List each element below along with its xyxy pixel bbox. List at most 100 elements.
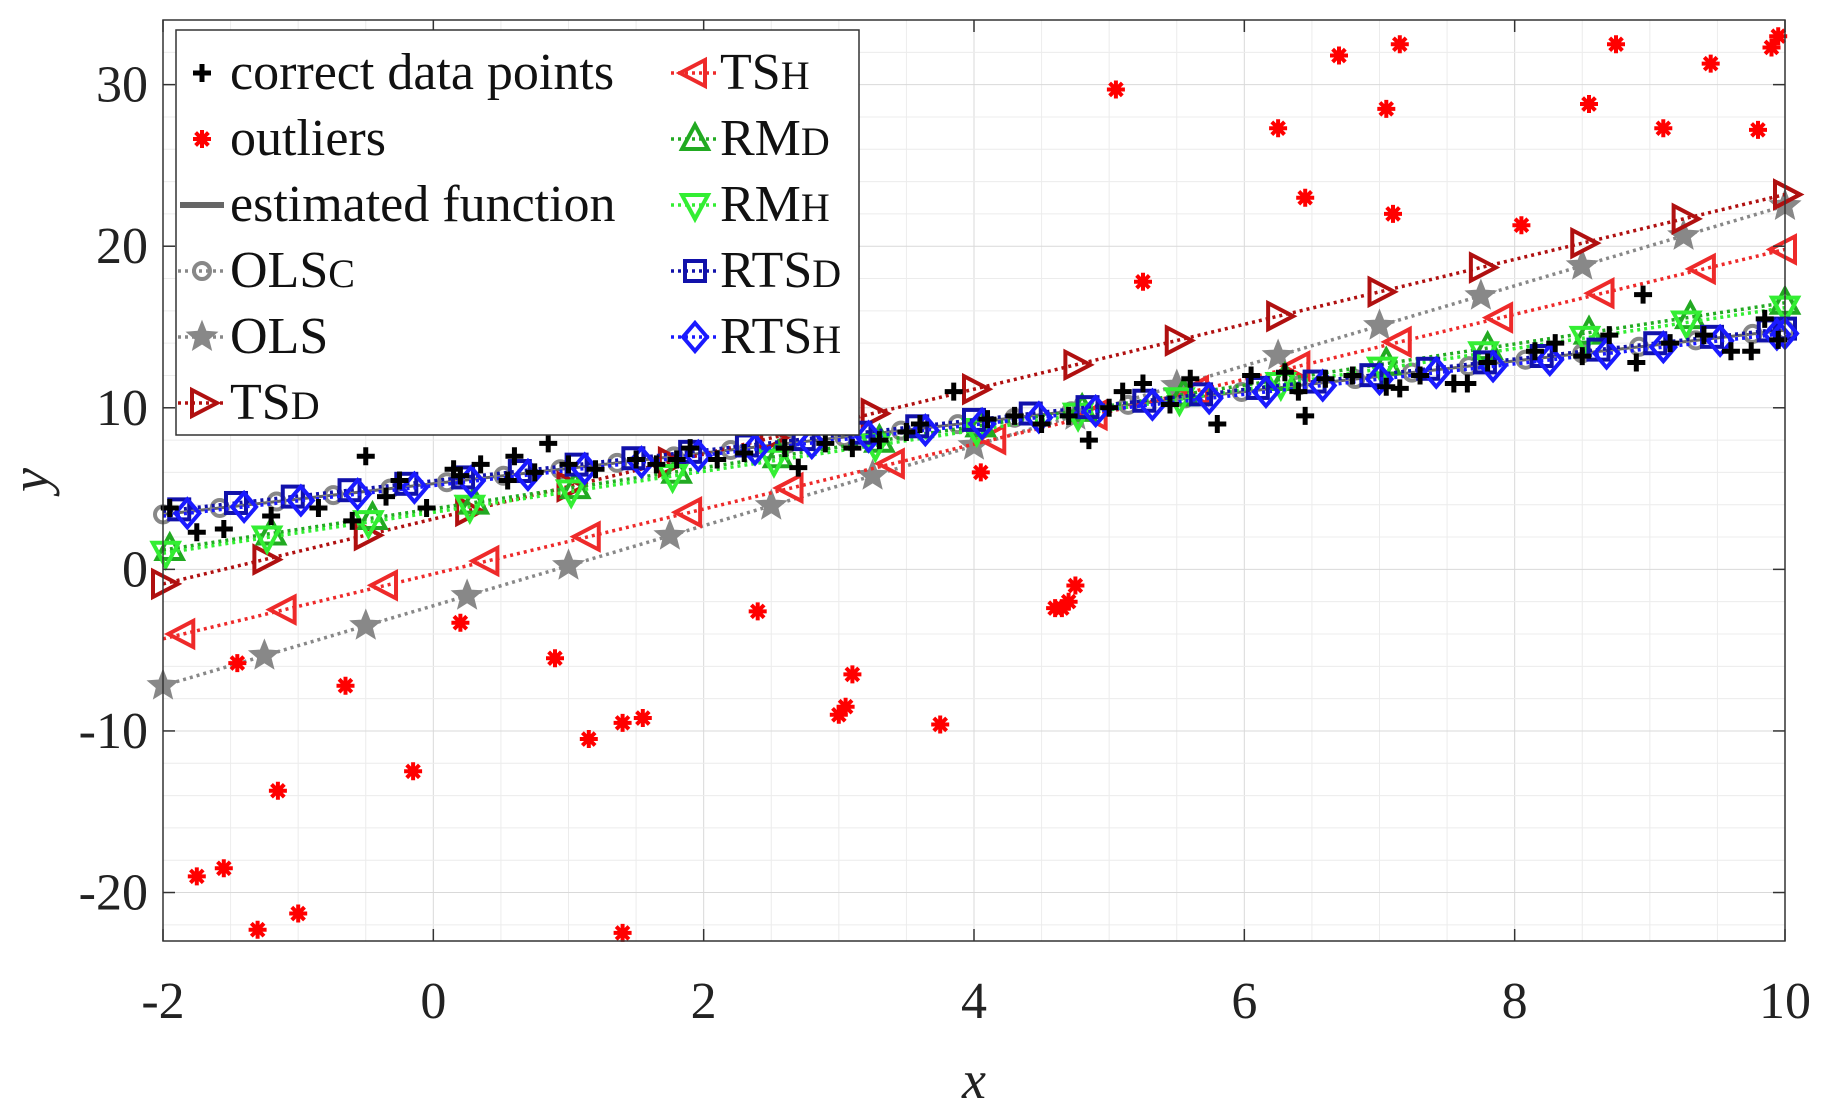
data-point	[1464, 278, 1498, 310]
legend-icon	[192, 261, 212, 281]
correct-data-point	[1742, 342, 1761, 361]
x-tick-label: 6	[1231, 973, 1257, 1030]
outlier-point	[1769, 27, 1788, 46]
outlier-point	[228, 654, 247, 673]
legend-item: OLSC	[178, 242, 355, 299]
series-line	[162, 331, 1786, 518]
correct-data-point	[897, 423, 916, 442]
correct-data-point	[187, 523, 206, 542]
correct-data-point	[789, 458, 808, 477]
legend-icon	[190, 386, 222, 420]
data-point	[962, 372, 994, 406]
outlier-point	[1384, 204, 1402, 223]
outlier-point	[248, 920, 267, 939]
outlier-point	[404, 762, 423, 781]
legend-label: estimated function	[230, 176, 616, 233]
legend-icon	[680, 319, 710, 355]
correct-data-point	[870, 431, 889, 450]
outlier-point	[1580, 95, 1598, 113]
correct-data-point	[1242, 366, 1261, 385]
data-point	[163, 617, 196, 651]
x-tick-label: 0	[420, 973, 446, 1030]
correct-data-point	[1160, 395, 1179, 414]
correct-data-point	[214, 519, 233, 538]
legend-item: OLS	[178, 308, 328, 365]
correct-data-point	[1573, 347, 1592, 366]
data-point	[229, 489, 259, 524]
data-point	[151, 567, 183, 601]
data-point	[286, 483, 316, 518]
data-point	[1669, 310, 1703, 341]
legend-label: outliers	[230, 110, 386, 167]
data-point	[349, 608, 383, 640]
legend-label: RTSH	[720, 308, 841, 365]
legend-label: RMH	[720, 176, 830, 233]
legend-item: correct data points	[193, 44, 614, 101]
outlier-point	[1654, 119, 1673, 138]
outlier-point	[1106, 80, 1125, 99]
correct-data-point	[1694, 326, 1713, 345]
correct-data-point	[1032, 414, 1051, 433]
data-point	[1364, 362, 1395, 397]
data-point	[265, 593, 297, 626]
series-layer	[146, 178, 1805, 700]
legend-label: RMD	[720, 110, 830, 167]
legend-icon	[675, 56, 707, 90]
legend-item: RTSD	[671, 242, 841, 299]
data-point	[856, 458, 890, 490]
data-point	[1468, 251, 1501, 284]
data-point	[1421, 355, 1451, 390]
correct-data-point	[647, 455, 666, 474]
data-point	[757, 448, 791, 479]
data-point	[860, 397, 892, 430]
outlier-point	[268, 781, 287, 800]
data-point	[1194, 381, 1224, 416]
outlier-point	[579, 730, 598, 748]
data-point	[1481, 301, 1514, 334]
data-point	[149, 540, 183, 572]
series-rtsh	[162, 316, 1800, 531]
correct-data-point	[1634, 285, 1653, 304]
correct-data-point	[735, 444, 754, 463]
data-point	[468, 544, 500, 578]
outlier-point	[214, 859, 233, 878]
data-point	[366, 569, 399, 602]
outlier-point	[1749, 120, 1767, 139]
data-point	[670, 495, 703, 529]
x-tick-label: 4	[961, 973, 987, 1030]
correct-data-point	[498, 471, 517, 490]
correct-data-point	[1275, 363, 1294, 382]
y-axis: -20 -10 0 10 20 30	[79, 57, 1785, 922]
correct-data-point	[160, 498, 179, 517]
correct-data-point	[1627, 353, 1646, 372]
legend-label: OLS	[230, 308, 328, 365]
legend: correct data points outliers estimated fun…	[175, 29, 860, 436]
data-point	[552, 548, 585, 580]
correct-data-point	[1600, 326, 1619, 345]
correct-data-point	[539, 434, 558, 453]
correct-data-point	[1458, 374, 1477, 393]
data-point	[1164, 324, 1197, 357]
correct-data-point	[1390, 379, 1409, 398]
data-point	[343, 477, 373, 512]
correct-data-point	[843, 439, 862, 458]
data-point	[656, 464, 689, 495]
correct-data-point	[1005, 406, 1024, 425]
outlier-point	[1134, 272, 1152, 291]
data-point	[1367, 275, 1399, 309]
y-tick-label: 10	[96, 380, 148, 437]
data-point	[1773, 178, 1805, 211]
outlier-point	[931, 715, 950, 734]
data-point	[1671, 202, 1703, 236]
data-point	[172, 496, 202, 531]
correct-data-point	[944, 382, 963, 401]
legend-item: RMH	[671, 176, 830, 233]
correct-data-point	[1289, 382, 1308, 401]
data-point	[1266, 299, 1298, 333]
legend-item: TSD	[178, 374, 320, 431]
legend-box	[175, 29, 860, 436]
series-line	[162, 247, 1786, 641]
data-point	[653, 518, 687, 550]
data-point	[1765, 233, 1797, 266]
